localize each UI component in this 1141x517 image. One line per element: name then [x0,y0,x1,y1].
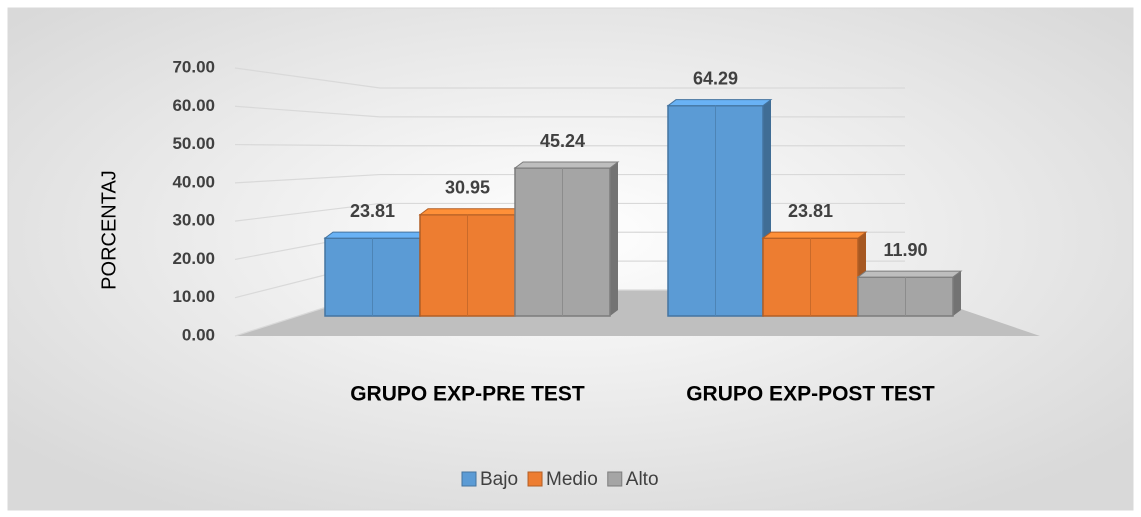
bar-top [323,231,430,239]
data-label: 23.81 [788,201,833,221]
x-tick-label: GRUPO EXP-POST TEST [686,383,935,406]
data-label: 11.90 [883,240,927,260]
legend-label: Medio [546,469,598,490]
bar-top [666,99,773,107]
legend-label: Bajo [480,469,518,490]
y-tick-label: 0.00 [182,325,215,344]
y-tick-label: 70.00 [172,57,215,76]
x-tick-label: GRUPO EXP-PRE TEST [350,383,585,406]
y-tick-label: 50.00 [172,134,215,153]
data-label: 30.95 [445,177,490,197]
bar [761,231,868,317]
bar [513,161,620,317]
bar-top [418,208,525,216]
legend-label: Alto [626,469,659,490]
y-tick-label: 40.00 [172,172,215,191]
data-label: 45.24 [540,131,585,151]
bar [856,270,963,317]
legend-swatch [607,471,623,487]
bar-top [856,270,963,278]
data-label: 23.81 [350,201,395,221]
bar [666,99,773,317]
legend-swatch [527,471,543,487]
y-tick-label: 60.00 [172,96,215,115]
data-label: 64.29 [693,68,738,88]
bar-side [953,271,961,316]
bar [418,208,525,317]
y-axis-title: PORCENTAJ [98,170,120,290]
grid-line [234,67,905,89]
y-tick-label: 20.00 [172,249,215,268]
legend-swatch [461,471,477,487]
bar-side [610,162,618,316]
y-tick-label: 10.00 [172,287,215,306]
bar [323,231,430,317]
y-tick-label: 30.00 [172,211,215,230]
bar-top [761,231,868,239]
bar-top [513,161,620,169]
